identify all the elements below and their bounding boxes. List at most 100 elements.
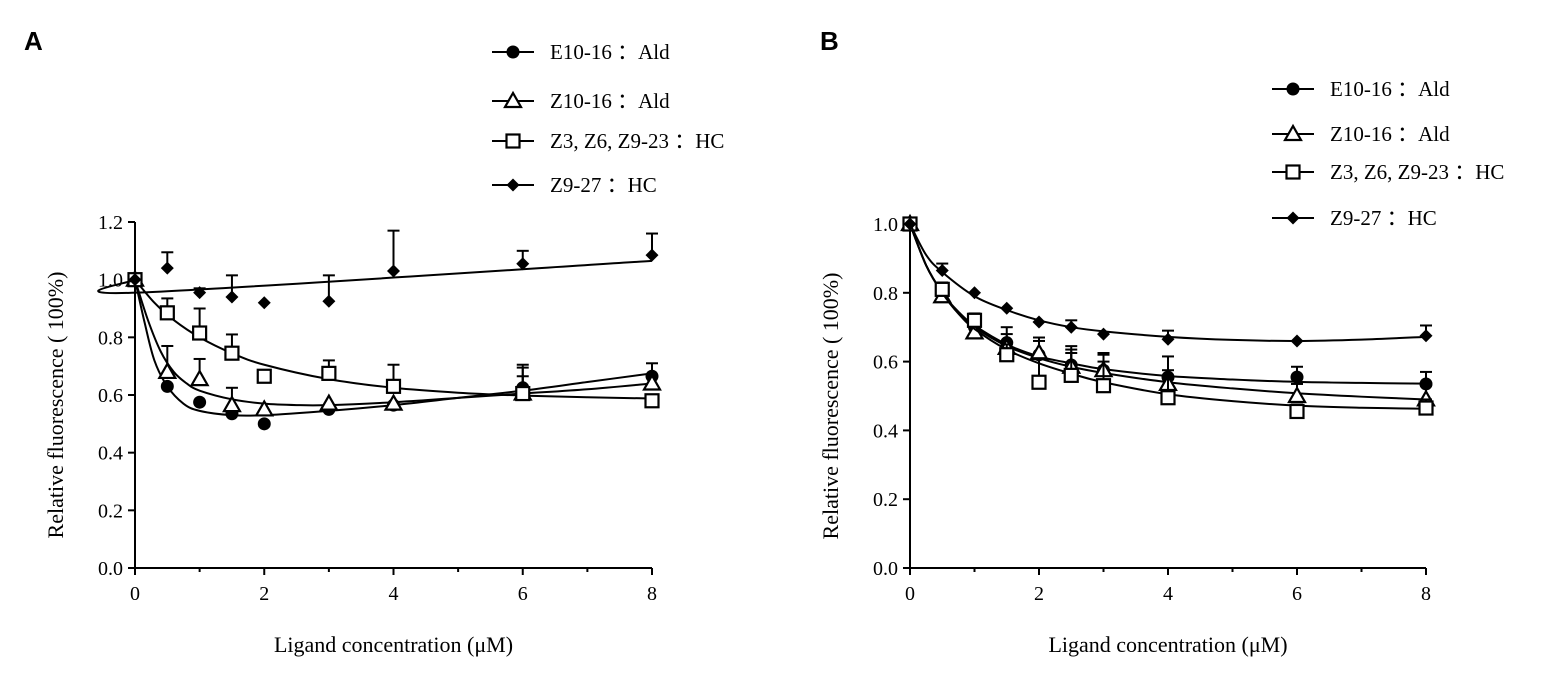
data-point [934,281,950,297]
data-point [1419,377,1433,391]
legend-label: E10-16 ：Ald [1330,77,1450,101]
y-axis-title: Relative fluorescence ( 100%) [818,273,843,540]
x-tick-label: 4 [389,583,399,605]
legend-entry: Z3, Z6, Z9-23 ：HC [492,129,724,153]
series-circle [903,217,1433,391]
data-point [1031,374,1047,390]
legend-entry: E10-16 ：Ald [1272,77,1450,101]
x-tick-label: 8 [647,583,657,605]
data-point [1095,378,1112,394]
x-tick-label: 2 [259,583,269,605]
x-tick-label: 0 [905,583,915,605]
legend-label: Z3, Z6, Z9-23 ：HC [550,129,724,153]
y-tick-label: 0.6 [98,385,123,407]
data-point [644,393,660,409]
data-point [159,305,175,321]
data-point [1287,385,1307,404]
data-point [189,368,210,387]
y-tick-label: 0.4 [873,420,898,442]
data-point [254,399,275,417]
x-axis-title: Ligand concentration (μM) [274,632,513,657]
data-point [192,325,208,341]
legend-marker [1283,123,1303,142]
data-point [385,378,402,394]
legend-marker [506,45,520,59]
chart-b: 0.0 0.2 0.4 0.6 0.8 1.0 0 2 4 6 8 Ligand concentrat… [818,77,1504,657]
x-axis-title: Ligand concentration (μM) [1048,632,1287,657]
data-point [193,395,207,409]
data-point [1290,334,1304,348]
y-axis-title: Relative fluorescence ( 100%) [43,272,68,539]
series-diamond [903,217,1433,348]
legend-entry: Z10-16 ：Ald [1272,122,1450,146]
y-tick-label: 0.0 [873,558,898,580]
y-tick-label: 0.6 [873,352,898,374]
legend-label: Z3, Z6, Z9-23 ：HC [1330,160,1504,184]
data-point [225,290,239,304]
legend-marker [503,90,523,109]
data-point [160,379,174,393]
data-point [222,394,242,413]
data-point [1000,301,1014,315]
data-point [224,345,240,361]
data-point [515,385,531,402]
data-point [321,365,337,381]
legend-entry: Z3, Z6, Z9-23 ：HC [1272,160,1504,184]
legend-marker [1285,164,1301,180]
data-point [1064,320,1078,334]
legend-marker [505,133,521,149]
series-triangle [900,213,1436,407]
data-point [318,393,339,411]
y-tick-label: 0.4 [98,443,123,465]
series-square [127,272,660,409]
chart-a: 0.0 0.2 0.4 0.6 0.8 1.0 1.2 0 2 4 6 8 Ligand concent… [43,40,724,657]
data-point [645,248,659,262]
data-point [1161,332,1175,346]
data-point [1289,403,1305,420]
y-tick-label: 0.0 [98,558,123,580]
x-tick-label: 2 [1034,583,1044,605]
data-point [903,217,917,231]
data-point [387,264,400,278]
y-tick-label: 1.2 [98,212,123,234]
fit-curve [97,259,653,295]
data-point [966,312,983,328]
fit-curve [134,279,653,407]
data-point [642,373,662,391]
legend-label: Z9-27 ：HC [1330,206,1437,230]
data-point [383,393,404,411]
series-square [902,216,1434,420]
series-diamond [97,229,659,310]
data-point [1160,390,1176,406]
data-point [128,273,142,287]
data-point [968,286,981,300]
data-point [257,417,271,431]
data-point [1063,367,1079,383]
y-tick-label: 0.8 [98,327,123,349]
legend-label: Z10-16 ：Ald [550,89,670,113]
data-point [935,263,949,277]
data-point [516,257,530,271]
y-tick-label: 1.0 [98,270,123,292]
panel-label-b: B [820,26,839,56]
legend-label: E10-16 ：Ald [550,40,670,64]
y-tick-label: 0.2 [873,489,898,511]
data-point [999,347,1015,363]
data-point [193,286,207,300]
data-point [157,361,178,380]
legend-entry: Z10-16 ：Ald [492,89,670,113]
x-tick-label: 8 [1421,583,1431,605]
legend-entry: Z9-27 ：HC [492,173,657,197]
y-tick-label: 0.8 [873,283,898,305]
panel-label-a: A [24,26,43,56]
legend-marker [1286,211,1300,225]
legend-label: Z10-16 ：Ald [1330,122,1450,146]
data-point [1419,329,1433,343]
legend-entry: E10-16 ：Ald [492,40,670,64]
legend-marker [506,178,520,192]
x-tick-label: 6 [1292,583,1302,605]
data-point [160,261,174,275]
legend-entry: Z9-27 ：HC [1272,206,1437,230]
data-point [322,294,336,308]
data-point [1032,315,1046,329]
